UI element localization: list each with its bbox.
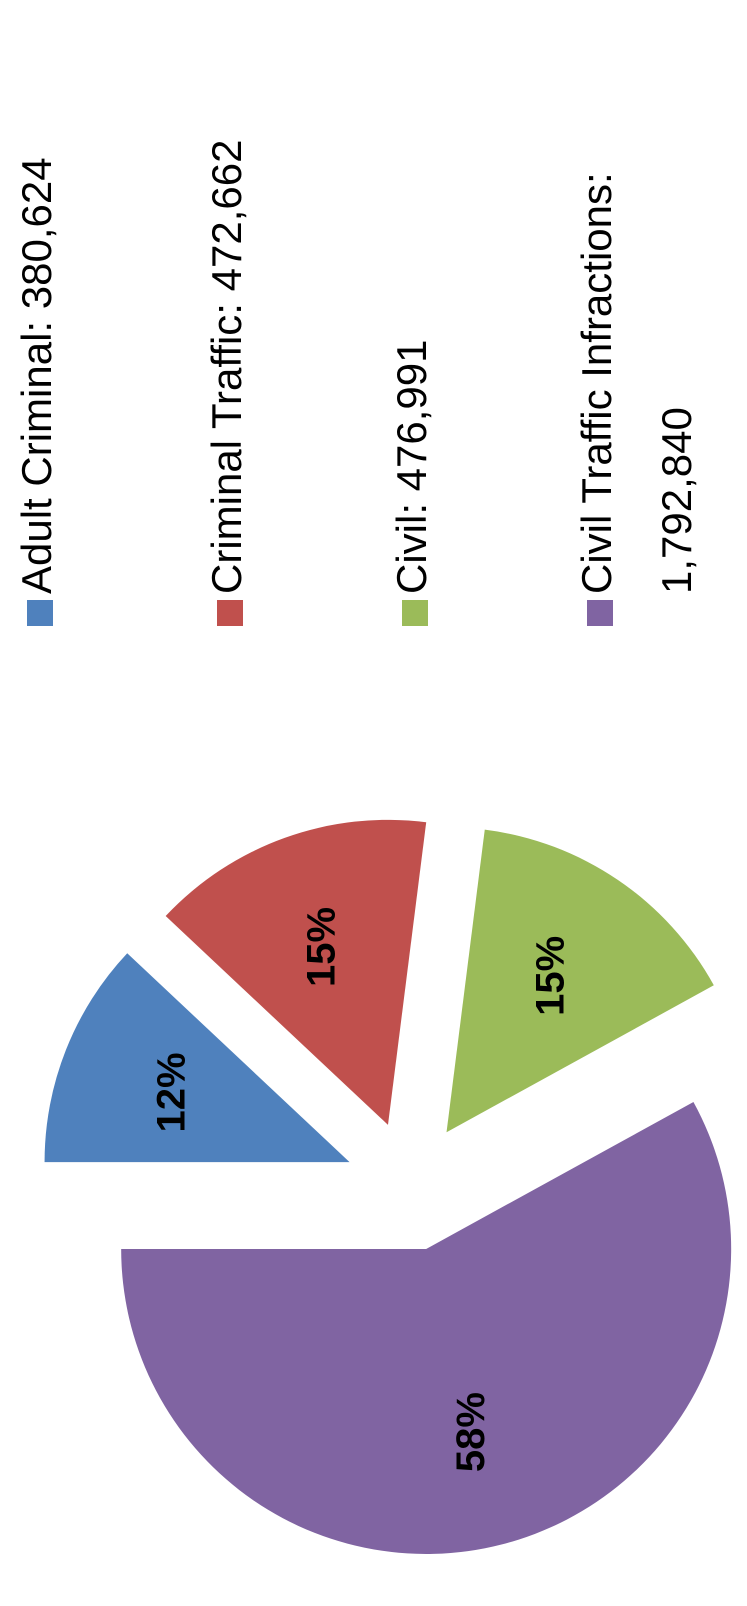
legend-swatch xyxy=(217,600,243,626)
legend-swatch xyxy=(402,600,428,626)
data-label: 58% xyxy=(449,1392,493,1472)
data-label: 15% xyxy=(528,936,572,1016)
pie-slice xyxy=(44,953,350,1163)
legend-label: Adult Criminal: 380,624 xyxy=(13,157,60,594)
legend-line: 1,792,840 xyxy=(653,407,700,594)
legend-swatch xyxy=(27,600,53,626)
legend-swatch xyxy=(587,600,613,626)
legend-label: Civil Traffic Infractions: 1,792,840 xyxy=(573,161,700,594)
rotated-chart: 12% 15% 15% 58% Adult Criminal: 380,624 Crimi… xyxy=(13,140,732,1554)
pie-slice xyxy=(446,829,714,1133)
pie-slice xyxy=(165,819,427,1125)
pie-slice xyxy=(121,1102,732,1554)
data-label: 12% xyxy=(149,1052,193,1132)
legend-label: Criminal Traffic: 472,662 xyxy=(203,140,250,594)
legend-line: Civil Traffic Infractions: xyxy=(573,161,620,594)
data-label: 15% xyxy=(299,907,343,987)
legend-label: Civil: 476,991 xyxy=(388,340,435,594)
